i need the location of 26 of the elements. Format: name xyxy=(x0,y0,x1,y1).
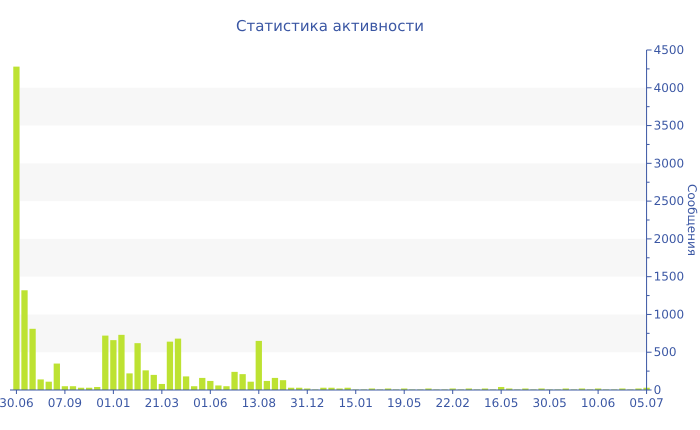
y-tick-label: 3500 xyxy=(654,118,684,133)
x-tick-label: 30.05 xyxy=(532,396,567,410)
chart-title: Статистика активности xyxy=(236,17,424,35)
x-tick-label: 15.01 xyxy=(338,396,373,410)
x-tick-label: 21.03 xyxy=(144,396,180,410)
x-tick-label: 22.02 xyxy=(436,396,470,410)
y-tick-label: 1000 xyxy=(654,307,684,322)
y-tick-label: 2000 xyxy=(654,232,684,246)
y-tick-label: 4000 xyxy=(654,80,684,95)
y-tick-label: 2500 xyxy=(654,194,684,208)
x-tick-label: 01.06 xyxy=(193,396,228,410)
y-tick-label: 0 xyxy=(654,383,662,397)
x-tick-label: 13.08 xyxy=(242,396,276,410)
y-axis-title: Сообщения xyxy=(685,184,699,256)
x-tick-label: 01.01 xyxy=(96,396,131,410)
y-tick-label: 4500 xyxy=(654,43,684,57)
y-tick-label: 1500 xyxy=(654,270,684,284)
y-tick-label: 500 xyxy=(654,345,676,360)
x-tick-label: 07.09 xyxy=(48,396,82,410)
x-tick-label: 05.07 xyxy=(629,396,664,410)
x-tick-label: 31.12 xyxy=(290,396,324,410)
x-tick-label: 16.05 xyxy=(484,396,518,410)
x-tick-label: 10.06 xyxy=(580,396,616,410)
x-tick-label: 30.06 xyxy=(0,396,34,410)
x-tick-label: 19.05 xyxy=(387,396,422,410)
y-tick-label: 3000 xyxy=(654,156,684,170)
